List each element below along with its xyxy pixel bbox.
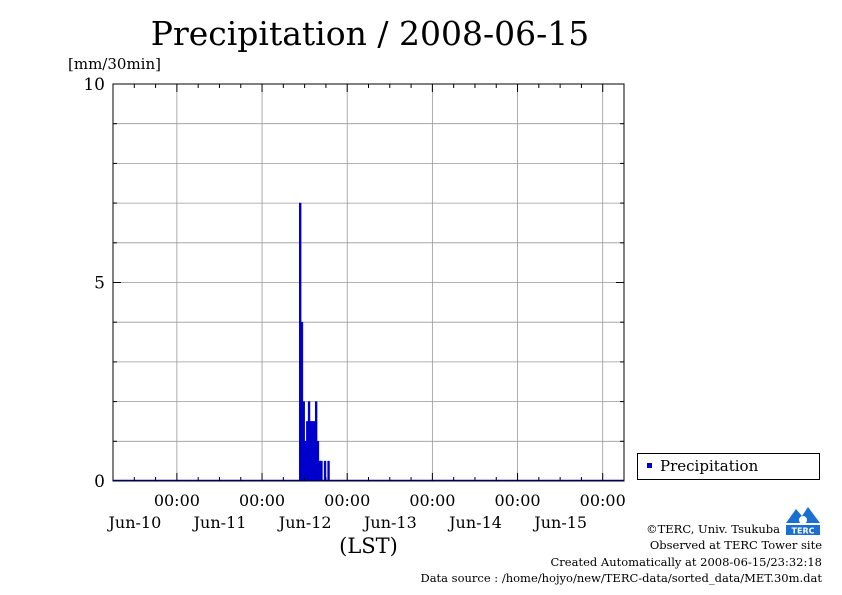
x-tick-time-label: 00:00 <box>324 491 370 510</box>
logo-text: TERC <box>792 527 815 536</box>
x-tick-time-label: 00:00 <box>239 491 285 510</box>
bar <box>320 460 323 482</box>
chart-title: Precipitation / 2008-06-15 <box>150 14 590 53</box>
y-tick-label: 10 <box>83 75 105 95</box>
legend-swatch <box>647 462 652 468</box>
x-tick-time-label: 00:00 <box>494 491 540 510</box>
x-tick-date-label: Jun-13 <box>362 513 417 532</box>
x-tick-date-label: Jun-15 <box>532 513 587 532</box>
x-tick-date-label: Jun-10 <box>106 513 161 532</box>
x-tick-time-label: 00:00 <box>154 491 200 510</box>
legend-label: Precipitation <box>660 457 759 475</box>
axes <box>112 83 625 482</box>
x-tick-time-label: 00:00 <box>580 491 626 510</box>
terc-logo-icon: TERC <box>784 503 822 537</box>
credit-copyright: ©TERC, Univ. Tsukuba <box>646 522 780 536</box>
y-tick-label: 5 <box>94 274 105 294</box>
y-axis-unit-label: [mm/30min] <box>68 55 161 73</box>
credit-data-source: Data source : /home/hojyo/new/TERC-data/… <box>420 571 822 586</box>
data-bars <box>113 202 624 482</box>
tick-labels: 0 5 10 00:00 Jun-10 00:00 Jun-11 00:00 Jun-12 00:… <box>83 75 625 558</box>
x-tick-date-label: Jun-12 <box>277 513 332 532</box>
credit-created: Created Automatically at 2008-06-15/23:3… <box>550 554 823 569</box>
legend: Precipitation <box>637 453 820 480</box>
credits-block: ©TERC, Univ. Tsukuba Observed at TERC To… <box>420 521 822 587</box>
bar <box>327 460 330 482</box>
gridlines <box>113 84 624 481</box>
credit-observed: Observed at TERC Tower site <box>649 538 822 553</box>
y-tick-label: 0 <box>94 472 105 492</box>
x-tick-time-label: 00:00 <box>409 491 455 510</box>
x-tick-date-label: Jun-14 <box>447 513 502 532</box>
x-axis-label: (LST) <box>339 534 398 558</box>
x-tick-date-label: Jun-11 <box>192 513 247 532</box>
